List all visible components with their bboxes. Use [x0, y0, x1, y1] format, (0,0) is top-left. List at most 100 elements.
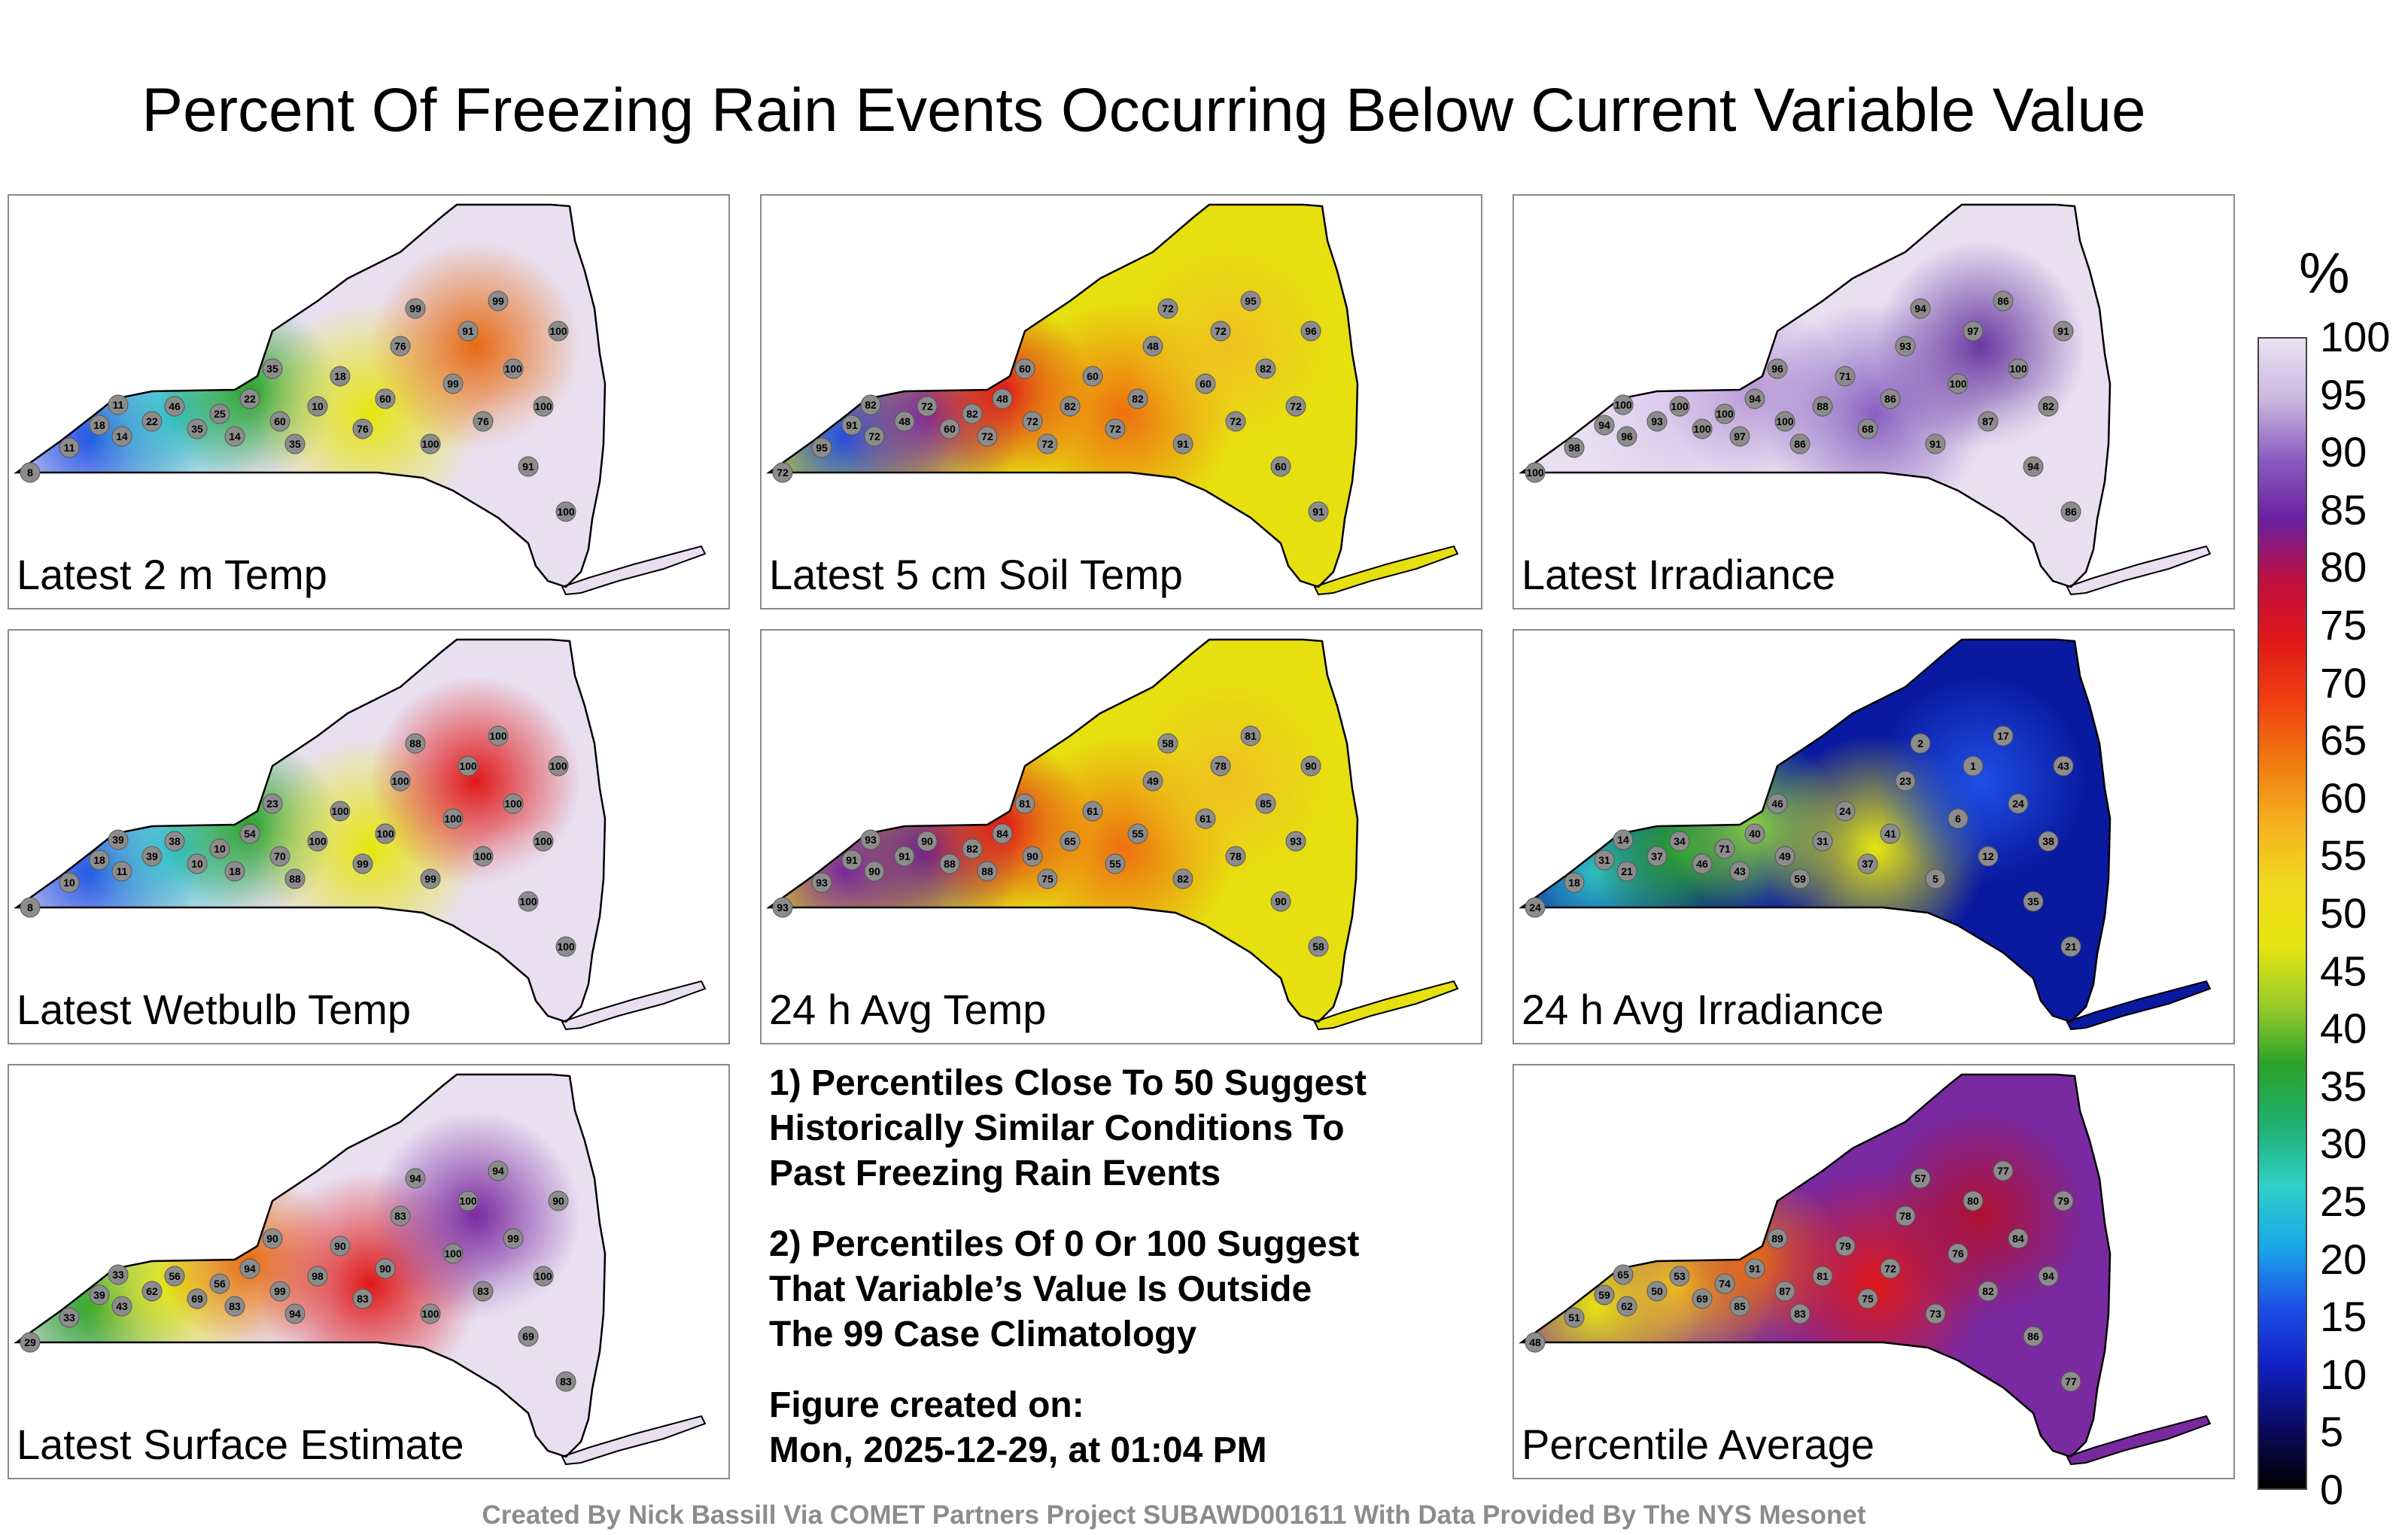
- colorbar-tick-label: 60: [2320, 774, 2367, 822]
- station-value: 96: [1621, 430, 1633, 442]
- station-marker: 91: [1925, 433, 1946, 454]
- station-value: 90: [868, 865, 880, 877]
- station-marker: 61: [1195, 808, 1216, 829]
- station-value: 100: [534, 1270, 552, 1282]
- station-value: 100: [489, 730, 507, 742]
- station-value: 73: [1929, 1308, 1941, 1320]
- station-value: 100: [2009, 363, 2027, 375]
- station-value: 100: [1716, 408, 1734, 420]
- station-marker: 100: [533, 396, 554, 417]
- station-marker: 69: [1692, 1288, 1713, 1309]
- station-value: 94: [409, 1172, 421, 1184]
- station-value: 93: [816, 877, 828, 889]
- station-value: 87: [1982, 415, 1994, 427]
- station-value: 76: [357, 423, 369, 435]
- station-value: 41: [1884, 828, 1896, 840]
- station-marker: 94: [284, 1303, 306, 1324]
- station-value: 48: [898, 415, 911, 427]
- station-value: 77: [2065, 1375, 2077, 1388]
- station-marker: 84: [2008, 1228, 2029, 1249]
- station-value: 60: [1199, 378, 1212, 390]
- note-2: 2) Percentiles Of 0 Or 100 Suggest That …: [769, 1224, 1360, 1354]
- colorbar-tick-label: 100: [2320, 313, 2391, 360]
- station-marker: 81: [1014, 793, 1035, 814]
- station-marker: 11: [59, 437, 80, 458]
- station-value: 62: [146, 1285, 158, 1297]
- station-value: 2: [1917, 737, 1923, 749]
- station-marker: 14: [224, 426, 245, 447]
- station-value: 94: [1749, 393, 1761, 405]
- long-island-outline: [561, 1415, 707, 1466]
- station-marker: 83: [390, 1205, 411, 1226]
- station-marker: 65: [1613, 1264, 1634, 1285]
- station-value: 60: [1275, 460, 1287, 473]
- station-value: 100: [459, 1195, 477, 1207]
- station-value: 82: [865, 399, 877, 411]
- station-marker: 48: [1525, 1332, 1546, 1353]
- station-marker: 35: [2023, 891, 2044, 912]
- station-value: 18: [229, 865, 241, 877]
- station-marker: 24: [1835, 801, 1856, 822]
- station-value: 5: [1932, 873, 1938, 885]
- station-value: 78: [1230, 850, 1242, 862]
- station-marker: 60: [375, 388, 396, 409]
- station-marker: 90: [548, 1190, 569, 1211]
- station-marker: 53: [1669, 1266, 1690, 1287]
- station-marker: 91: [1172, 433, 1193, 454]
- station-value: 18: [334, 370, 346, 382]
- state-outline: [1519, 638, 2112, 1023]
- station-value: 86: [2027, 1330, 2039, 1342]
- station-marker: 59: [1789, 868, 1811, 889]
- station-marker: 85: [1729, 1296, 1750, 1317]
- station-marker: 69: [518, 1326, 539, 1347]
- state-outline: [1519, 203, 2112, 588]
- station-value: 72: [1041, 438, 1054, 450]
- station-value: 43: [2057, 760, 2069, 772]
- station-marker: 39: [108, 829, 129, 850]
- credits-footer: Created By Nick Bassill Via COMET Partne…: [482, 1500, 1866, 1530]
- station-value: 69: [522, 1330, 534, 1342]
- station-marker: 61: [1082, 801, 1103, 822]
- station-marker: 72: [1210, 321, 1231, 342]
- station-value: 83: [560, 1375, 572, 1388]
- station-value: 94: [492, 1165, 504, 1177]
- station-marker: 83: [555, 1371, 576, 1392]
- station-marker: 74: [1714, 1273, 1735, 1294]
- station-value: 86: [1794, 438, 1806, 450]
- station-value: 59: [1794, 873, 1806, 885]
- station-value: 65: [1064, 835, 1076, 847]
- station-marker: 18: [330, 366, 351, 387]
- station-marker: 100: [503, 358, 524, 379]
- station-value: 91: [1177, 438, 1189, 450]
- station-marker: 76: [473, 411, 494, 432]
- station-marker: 99: [420, 868, 441, 889]
- station-value: 99: [492, 295, 504, 307]
- station-marker: 57: [1910, 1168, 1931, 1189]
- station-value: 18: [93, 854, 105, 866]
- station-marker: 11: [108, 394, 129, 415]
- station-marker: 73: [1925, 1303, 1946, 1324]
- station-marker: 91: [518, 456, 539, 477]
- station-value: 43: [116, 1300, 128, 1312]
- station-value: 60: [379, 393, 391, 405]
- station-value: 89: [1771, 1233, 1783, 1245]
- station-value: 88: [289, 873, 301, 885]
- station-value: 10: [63, 877, 75, 889]
- station-value: 55: [1132, 828, 1144, 840]
- station-value: 61: [1087, 805, 1099, 817]
- station-value: 69: [1696, 1293, 1708, 1305]
- station-marker: 24: [2008, 793, 2029, 814]
- long-island-outline: [2066, 980, 2212, 1031]
- station-marker: 99: [352, 853, 373, 874]
- station-marker: 100: [533, 831, 554, 852]
- station-value: 96: [1305, 325, 1317, 337]
- station-marker: 83: [1789, 1303, 1811, 1324]
- station-marker: 82: [2038, 396, 2059, 417]
- map-panel-irradiance: 100 98 94 96 100 93 100 100 100 97 94 96 100 86 88 71 68…: [1513, 194, 2235, 609]
- station-value: 100: [519, 895, 537, 907]
- station-value: 85: [1734, 1300, 1746, 1312]
- figure-title: Percent Of Freezing Rain Events Occurrin…: [141, 76, 2146, 144]
- station-marker: 58: [1157, 733, 1178, 754]
- station-marker: 93: [772, 897, 793, 918]
- station-marker: 100: [555, 501, 576, 522]
